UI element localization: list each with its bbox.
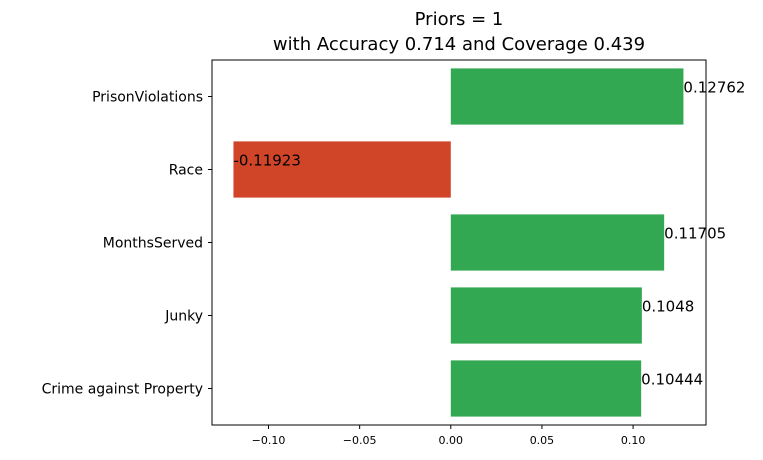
y-tick-label-4: Crime against Property — [42, 382, 203, 398]
bar-3 — [450, 287, 642, 344]
bar-0 — [450, 68, 684, 125]
data-labels-group: 0.12762 -0.11923 0.11705 0.1048 0.10444 — [233, 79, 745, 389]
chart-title-line-2: with Accuracy 0.714 and Coverage 0.439 — [273, 34, 645, 55]
x-tick-label-2: 0.00 — [439, 434, 464, 447]
data-label-3: 0.1048 — [642, 298, 695, 316]
x-tick-label-3: 0.05 — [530, 434, 555, 447]
bar-4 — [450, 360, 642, 417]
y-tick-label-2: MonthsServed — [103, 236, 203, 252]
bar-2 — [450, 214, 665, 271]
x-tick-label-1: −0.05 — [343, 434, 377, 447]
bars-group — [233, 68, 684, 417]
y-tick-label-3: Junky — [164, 309, 203, 325]
data-label-1: -0.11923 — [233, 152, 300, 170]
chart-title: Priors = 1 with Accuracy 0.714 and Cover… — [273, 9, 645, 55]
x-tick-label-0: −0.10 — [252, 434, 286, 447]
y-axis: PrisonViolations Race MonthsServed Junky Cri… — [42, 90, 212, 398]
y-tick-label-1: Race — [169, 163, 203, 179]
bar-1 — [233, 141, 451, 198]
y-tick-label-0: PrisonViolations — [92, 90, 203, 106]
data-label-2: 0.11705 — [664, 225, 726, 243]
x-tick-label-4: 0.10 — [621, 434, 646, 447]
chart-title-line-1: Priors = 1 — [415, 9, 504, 30]
data-label-0: 0.12762 — [683, 79, 745, 97]
x-axis: −0.10 −0.05 0.00 0.05 0.10 — [252, 425, 646, 447]
data-label-4: 0.10444 — [641, 371, 703, 389]
